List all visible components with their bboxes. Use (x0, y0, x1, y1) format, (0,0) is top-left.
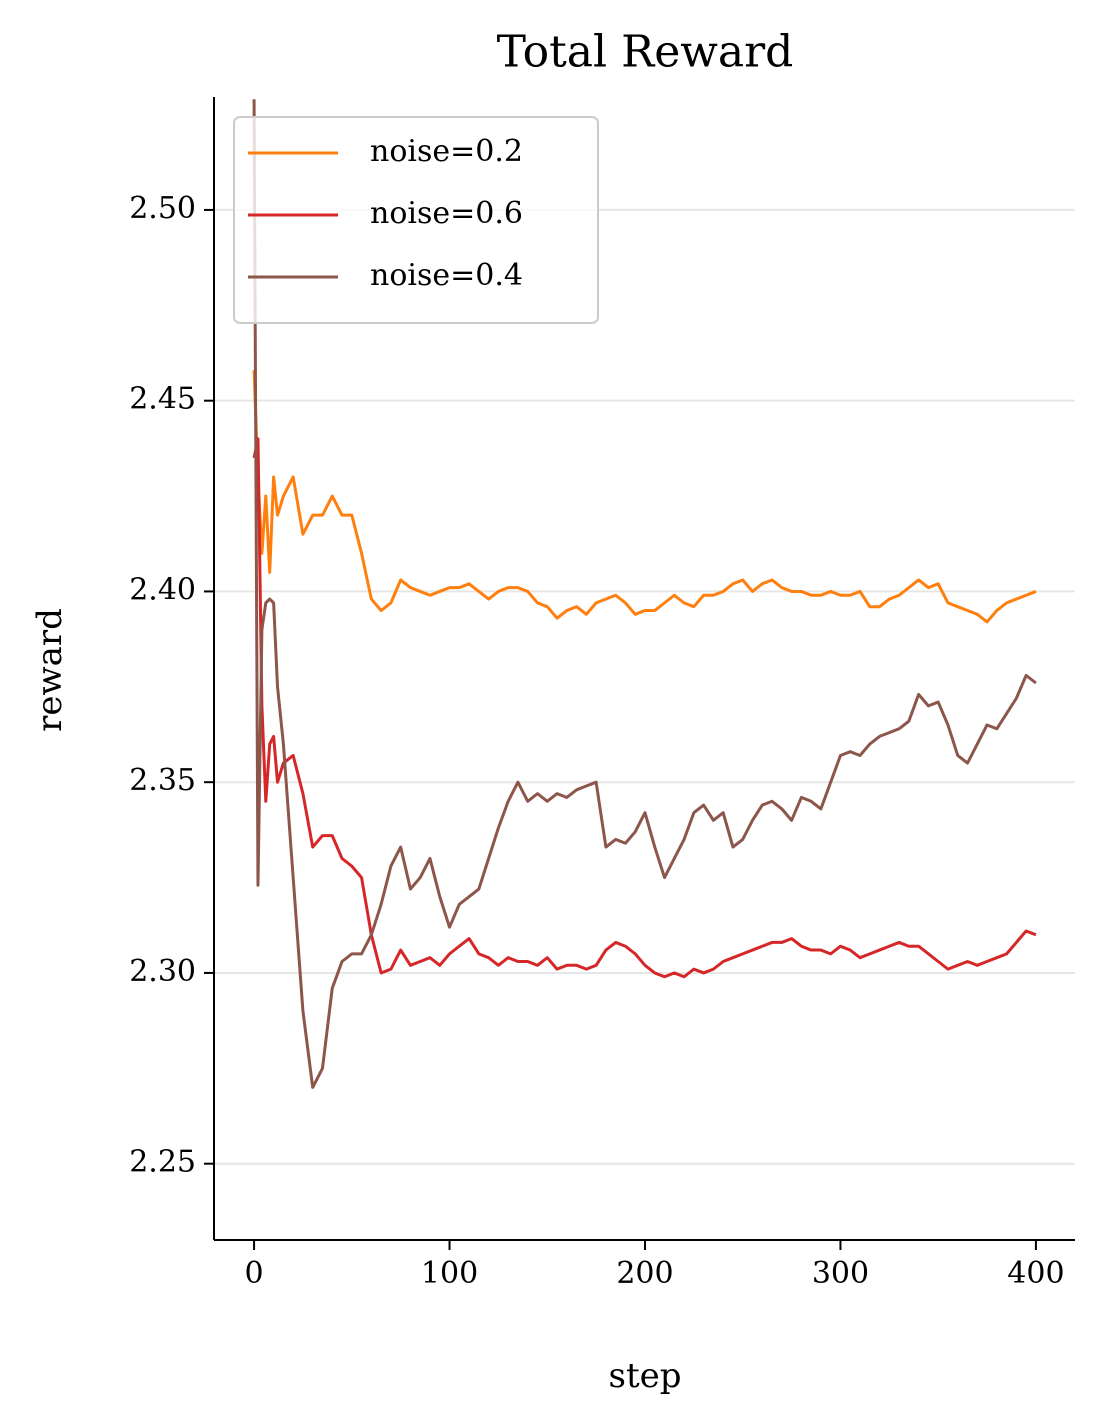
data-line (252, 437, 1037, 979)
x-tick-label: 200 (616, 1256, 673, 1291)
x-tick-label: 400 (1007, 1256, 1064, 1291)
data-line (252, 99, 1037, 1089)
x-tick-label: 300 (812, 1256, 869, 1291)
y-axis-label: reward (30, 608, 70, 732)
y-tick-label: 2.35 (129, 763, 196, 798)
legend-label: noise=0.2 (370, 134, 523, 169)
y-tick-label: 2.40 (129, 572, 196, 607)
plot-area (252, 99, 1037, 1089)
x-tick-label: 0 (245, 1256, 264, 1291)
chart-title: Total Reward (497, 27, 794, 78)
y-tick-label: 2.45 (129, 382, 196, 417)
legend-label: noise=0.4 (370, 258, 523, 293)
y-tick-label: 2.30 (129, 954, 196, 989)
x-tick-label: 100 (421, 1256, 478, 1291)
x-axis-label: step (609, 1356, 682, 1396)
legend-box (233, 116, 599, 324)
y-tick-label: 2.50 (129, 191, 196, 226)
y-tick-label: 2.25 (129, 1145, 196, 1180)
legend-label: noise=0.6 (370, 196, 523, 231)
data-line (252, 370, 1037, 624)
